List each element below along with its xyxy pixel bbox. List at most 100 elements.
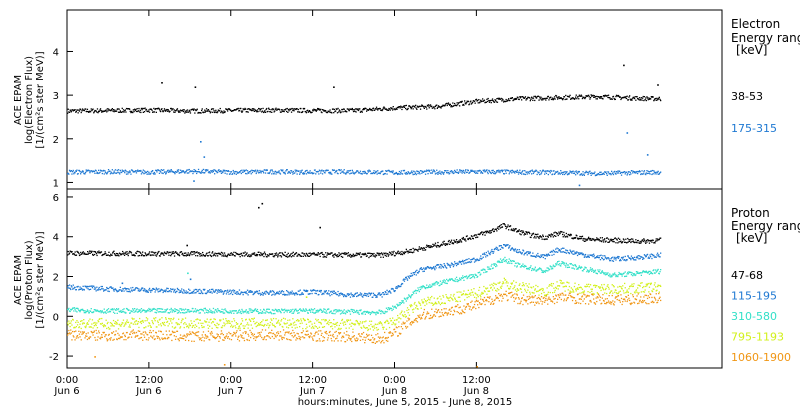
- proton-point: [316, 290, 318, 292]
- electron-point: [580, 94, 582, 96]
- electron-point: [426, 169, 428, 171]
- proton-point: [153, 288, 156, 290]
- proton-point: [601, 240, 603, 243]
- electron-point: [456, 102, 458, 104]
- electron-point: [160, 108, 162, 111]
- electron-point: [493, 171, 495, 173]
- electron-point: [405, 173, 407, 175]
- proton-point: [379, 253, 381, 255]
- electron-point: [315, 109, 317, 111]
- electron-point: [584, 97, 586, 100]
- electron-point: [207, 109, 210, 111]
- proton-point: [188, 292, 190, 295]
- electron-point: [106, 173, 108, 175]
- electron-point: [302, 172, 304, 174]
- proton-point: [188, 311, 190, 313]
- proton-point: [632, 275, 634, 277]
- proton-point: [155, 255, 158, 257]
- proton-point: [562, 262, 564, 264]
- electron-point: [454, 169, 456, 172]
- electron-point: [446, 172, 448, 174]
- electron-series-0: [67, 64, 662, 114]
- proton-point: [390, 252, 392, 255]
- proton-point: [254, 291, 256, 293]
- proton-point: [631, 272, 633, 274]
- proton-point: [275, 252, 278, 254]
- electron-point: [203, 111, 205, 113]
- proton-point: [472, 238, 474, 240]
- electron-point: [137, 110, 139, 112]
- proton-point: [641, 256, 643, 258]
- electron-point: [477, 172, 479, 174]
- electron-point: [73, 109, 76, 111]
- proton-point: [312, 311, 314, 313]
- proton-point: [517, 230, 519, 232]
- electron-point: [177, 170, 179, 173]
- proton-point: [656, 254, 658, 256]
- electron-point: [193, 169, 195, 171]
- proton-point: [535, 254, 538, 256]
- electron-point: [555, 95, 558, 97]
- electron-point: [495, 172, 497, 174]
- proton-point: [266, 308, 268, 310]
- proton-point: [96, 254, 98, 257]
- proton-point: [398, 252, 401, 254]
- electron-point: [480, 172, 482, 174]
- proton-point: [214, 312, 216, 314]
- electron-point: [635, 172, 637, 174]
- electron-point: [514, 172, 516, 174]
- electron-point: [436, 104, 438, 106]
- electron-point: [514, 97, 517, 100]
- electron-point: [638, 171, 640, 173]
- electron-point: [274, 108, 277, 110]
- proton-point: [238, 310, 240, 312]
- proton-point: [537, 236, 540, 238]
- electron-point: [416, 105, 419, 107]
- proton-point: [416, 290, 419, 292]
- proton-point: [182, 308, 184, 310]
- proton-point: [561, 251, 563, 253]
- proton-point: [146, 319, 148, 322]
- proton-point: [624, 275, 626, 278]
- electron-point: [325, 170, 327, 172]
- proton-point: [77, 308, 79, 310]
- electron-point: [478, 102, 481, 104]
- proton-point: [439, 280, 442, 282]
- proton-point: [230, 291, 233, 293]
- proton-point: [90, 251, 93, 254]
- electron-point: [392, 172, 394, 174]
- electron-point: [554, 172, 556, 174]
- proton-point: [182, 252, 184, 255]
- electron-point: [369, 107, 371, 110]
- proton-point: [640, 241, 642, 243]
- proton-point: [118, 255, 120, 257]
- electron-point: [646, 96, 648, 98]
- proton-point: [562, 236, 564, 238]
- proton-series: [67, 202, 662, 368]
- electron-point: [261, 111, 263, 113]
- proton-point: [228, 293, 230, 295]
- proton-point: [188, 254, 190, 256]
- proton-point: [335, 254, 338, 256]
- electron-point: [421, 170, 424, 172]
- electron-point: [116, 169, 118, 171]
- proton-point: [355, 310, 357, 313]
- proton-point: [360, 294, 362, 296]
- electron-point: [532, 97, 535, 99]
- proton-point: [441, 264, 443, 266]
- proton-point: [622, 238, 625, 240]
- electron-point: [103, 169, 105, 172]
- proton-point: [656, 270, 658, 272]
- proton-point: [185, 252, 187, 254]
- proton-point: [162, 253, 164, 255]
- proton-point: [563, 231, 565, 234]
- proton-point: [176, 252, 178, 254]
- proton-point: [491, 229, 494, 231]
- proton-point: [210, 291, 212, 293]
- proton-point: [83, 289, 85, 291]
- electron-point: [438, 106, 440, 108]
- electron-point: [339, 110, 341, 112]
- proton-point: [422, 285, 424, 287]
- proton-point: [277, 292, 280, 294]
- proton-point: [135, 309, 138, 311]
